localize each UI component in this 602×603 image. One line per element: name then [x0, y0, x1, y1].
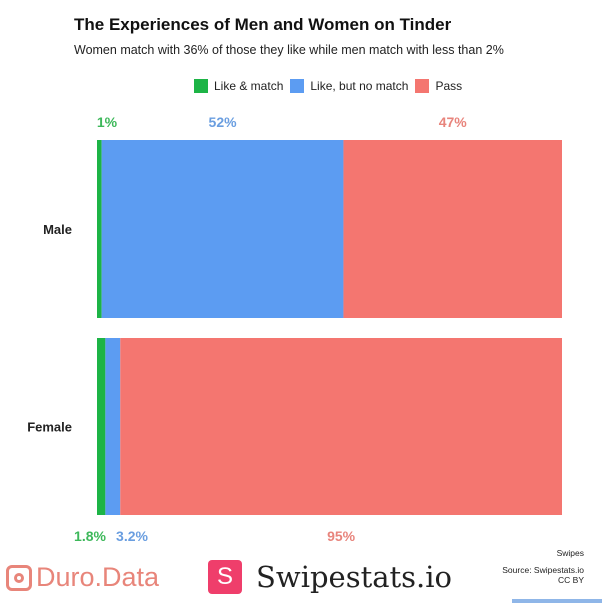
legend-swatch: [415, 79, 430, 93]
bar-segment: [343, 140, 562, 318]
bar-segment: [120, 338, 562, 515]
bar-segment: [105, 338, 121, 515]
duro-data-text: Duro.Data: [36, 562, 160, 592]
duro-data-logo: Duro.Data: [6, 562, 159, 593]
data-label: 3.2%: [116, 528, 148, 544]
bar-segment: [101, 140, 344, 318]
bar-segment: [97, 338, 106, 515]
data-label: 1%: [97, 114, 118, 130]
bottom-bar: [512, 599, 602, 603]
data-label: 95%: [327, 528, 356, 544]
swipestats-logo: S Swipestats.io: [208, 560, 452, 594]
legend-item: Like, but no match: [290, 79, 408, 93]
chart-title: The Experiences of Men and Women on Tind…: [74, 15, 452, 34]
data-label: 47%: [439, 114, 468, 130]
chart-subtitle: Women match with 36% of those they like …: [74, 43, 504, 57]
chart-plot: Male 1% 52% 47% Female 1.8% 3.2% 95%: [27, 114, 562, 544]
legend-label: Like, but no match: [310, 79, 409, 93]
legend-swatch: [194, 79, 208, 93]
legend-label: Like & match: [214, 79, 284, 93]
legend-item: Pass: [415, 79, 462, 93]
camera-icon: [6, 564, 32, 591]
category-label: Female: [27, 420, 72, 435]
license-note: CC BY: [558, 575, 584, 585]
legend-label: Pass: [435, 79, 463, 93]
legend-item: Like & match: [194, 79, 283, 93]
source-note: Source: Swipestats.io: [502, 565, 584, 575]
swipes-note: Swipes: [556, 548, 584, 558]
swipestats-text: Swipestats.io: [256, 560, 453, 594]
data-label: 1.8%: [74, 528, 106, 544]
legend-swatch: [290, 79, 305, 93]
swipestats-badge-icon: S: [208, 560, 242, 594]
bar-segment: [97, 140, 102, 318]
category-label: Male: [43, 222, 72, 237]
data-label: 52%: [209, 114, 238, 130]
legend: Like & match Like, but no match Pass: [194, 79, 462, 93]
